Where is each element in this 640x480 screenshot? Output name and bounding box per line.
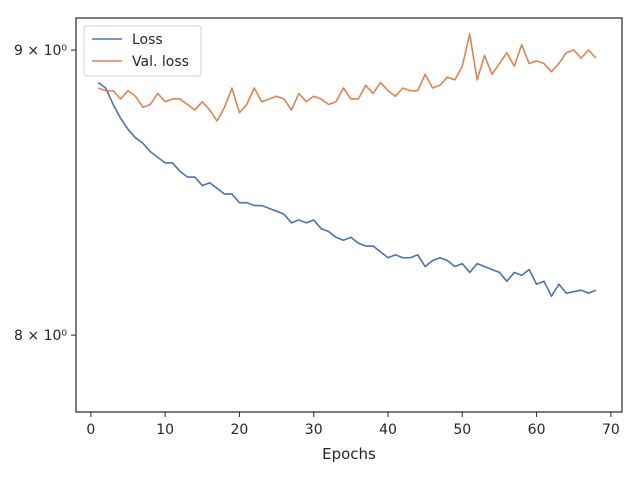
x-tick-label: 40 [379, 422, 397, 438]
x-tick-label: 60 [528, 422, 546, 438]
plot-area [75, 17, 623, 413]
x-tick-label: 20 [231, 422, 249, 438]
y-axis: 8 × 10⁰ 9 × 10⁰ [14, 43, 76, 344]
x-tick-label: 10 [156, 422, 174, 438]
y-tick-label: 8 × 10⁰ [14, 328, 67, 344]
x-tick-label: 70 [602, 422, 620, 438]
series-line-val-loss [98, 33, 597, 122]
x-axis: 0 10 20 30 40 50 60 70 [86, 412, 620, 438]
series-line-loss [97, 81, 597, 297]
x-axis-label: Epochs [322, 445, 376, 463]
legend: Loss Val. loss [83, 25, 202, 77]
x-tick-label: 50 [453, 422, 471, 438]
x-tick-label: 30 [305, 422, 323, 438]
x-tick-label: 0 [86, 422, 95, 438]
legend-label-val-loss: Val. loss [132, 54, 189, 70]
legend-label-loss: Loss [132, 32, 163, 48]
y-tick-label: 9 × 10⁰ [14, 43, 67, 59]
series-layer [97, 33, 597, 297]
